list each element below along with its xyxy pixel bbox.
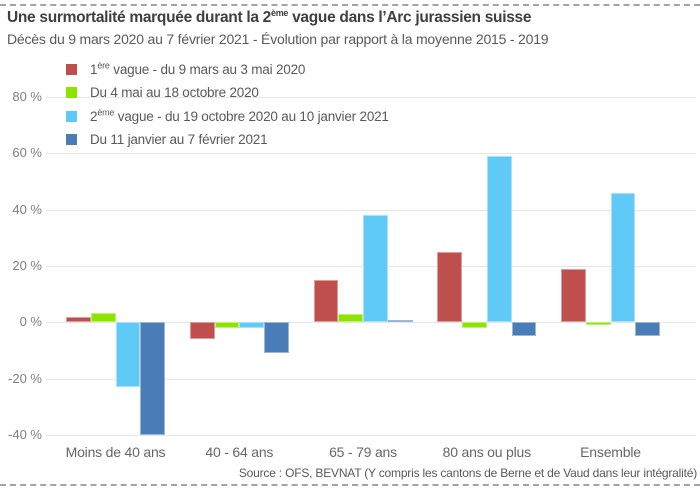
legend-label: 2ème vague - du 19 octobre 2020 au 10 ja… — [90, 107, 389, 124]
bar-series1-cat4 — [585, 322, 611, 326]
gridline-80 — [46, 97, 696, 98]
bar-series0-cat4 — [561, 268, 586, 323]
legend-swatch-icon — [66, 87, 77, 99]
y-axis-tick-label: 0 % — [19, 314, 42, 329]
bar-series2-cat4 — [610, 192, 636, 323]
bar-series1-cat2 — [338, 314, 364, 323]
x-axis-category-label: 40 - 64 ans — [205, 444, 274, 460]
title-text: Une surmortalité marquée durant la 2 — [7, 9, 271, 26]
legend-swatch-icon — [66, 64, 77, 76]
bar-series2-cat1 — [239, 322, 265, 328]
y-axis-tick-label: 20 % — [12, 258, 42, 273]
y-axis-tick-label: -40 % — [8, 427, 42, 442]
bar-series2-cat0 — [115, 322, 141, 388]
x-axis-category-label: 80 ans ou plus — [442, 444, 531, 460]
bar-series0-cat2 — [313, 280, 339, 323]
legend-item-2: 2ème vague - du 19 octobre 2020 au 10 ja… — [66, 105, 389, 128]
bar-series1-cat1 — [214, 322, 240, 328]
bar-series3-cat2 — [387, 319, 413, 323]
legend-item-1: Du 4 mai au 18 octobre 2020 — [66, 81, 389, 104]
chart-subtitle: Décès du 9 mars 2020 au 7 février 2021 -… — [7, 31, 549, 47]
bar-series0-cat3 — [437, 252, 463, 323]
gridline-0 — [46, 322, 696, 323]
page-title: Une surmortalité marquée durant la 2ème … — [7, 7, 532, 27]
bar-series1-cat3 — [462, 322, 487, 328]
gridline-60 — [46, 153, 696, 154]
bar-series2-cat2 — [363, 215, 388, 323]
gridline--20 — [46, 379, 696, 380]
y-axis-tick-label: 80 % — [12, 89, 42, 104]
y-axis-tick-label: -20 % — [8, 371, 42, 386]
legend-item-0: 1ère vague - du 9 mars au 3 mai 2020 — [66, 58, 389, 81]
legend-label: Du 11 janvier au 7 février 2021 — [90, 132, 268, 148]
chart-legend: 1ère vague - du 9 mars au 3 mai 2020 Du 4… — [66, 58, 389, 151]
bar-series3-cat3 — [511, 322, 537, 337]
bar-series3-cat0 — [140, 322, 166, 435]
bar-series0-cat1 — [189, 322, 215, 340]
x-axis-category-label: 65 - 79 ans — [329, 444, 397, 460]
gridline-40 — [46, 210, 696, 211]
bar-series2-cat3 — [486, 156, 512, 323]
bottom-dashed-divider — [0, 484, 700, 486]
legend-swatch-icon — [66, 134, 77, 146]
bar-series3-cat4 — [635, 322, 661, 337]
legend-label: 1ère vague - du 9 mars au 3 mai 2020 — [90, 60, 306, 78]
x-axis-category-label: Ensemble — [580, 444, 641, 460]
legend-swatch-icon — [66, 110, 77, 122]
gridline--40 — [46, 435, 696, 436]
bar-series1-cat0 — [90, 312, 116, 323]
title-superscript: ème — [270, 7, 289, 18]
legend-item-3: Du 11 janvier au 7 février 2021 — [66, 128, 389, 151]
y-axis-tick-label: 40 % — [12, 202, 42, 217]
source-note: Source : OFS, BEVNAT (Y compris les cant… — [238, 466, 697, 480]
title-text-end: vague dans l’Arc jurassien suisse — [288, 9, 532, 26]
bar-series0-cat0 — [66, 316, 91, 323]
legend-label: Du 4 mai au 18 octobre 2020 — [90, 85, 259, 101]
bar-series3-cat1 — [264, 322, 289, 354]
y-axis-tick-label: 60 % — [12, 145, 42, 160]
top-dashed-divider — [0, 4, 700, 6]
x-axis-category-label: Moins de 40 ans — [65, 444, 166, 460]
